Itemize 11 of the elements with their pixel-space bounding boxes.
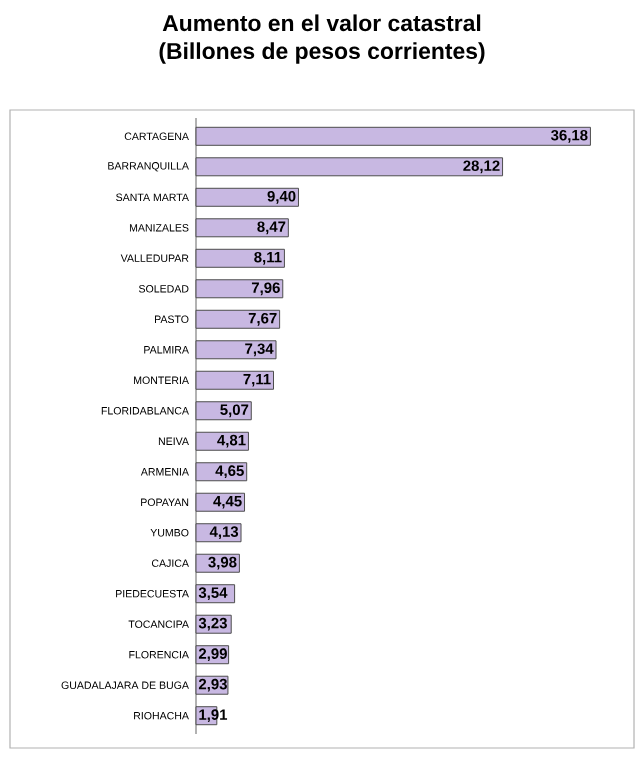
chart-title: Aumento en el valor catastral (Billones de pesos corrientes) (159, 14, 485, 64)
bar (195, 340, 277, 360)
bar (195, 218, 289, 238)
bar (195, 279, 284, 299)
bar (195, 248, 285, 268)
bar (195, 309, 281, 329)
bar (195, 187, 299, 207)
bar (195, 157, 504, 177)
bar (195, 370, 275, 390)
bar (195, 401, 252, 421)
bar (195, 126, 591, 146)
